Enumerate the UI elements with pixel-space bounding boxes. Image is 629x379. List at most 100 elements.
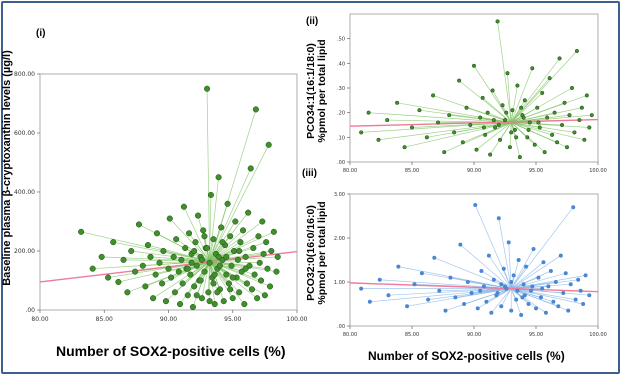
- spoke-line: [209, 241, 241, 262]
- panel-iii-ylabel-line2: %pmol per total lipid: [316, 201, 329, 305]
- spoke-line: [476, 122, 512, 150]
- data-point: [198, 295, 205, 302]
- spoke-line: [511, 270, 552, 289]
- data-point: [274, 253, 281, 260]
- data-point: [453, 295, 458, 300]
- y-tick-label: .10: [337, 135, 345, 141]
- spoke-line: [511, 255, 561, 289]
- data-point: [260, 250, 267, 257]
- data-point: [186, 230, 193, 237]
- data-point: [402, 145, 407, 150]
- data-point: [435, 120, 441, 125]
- data-point: [426, 297, 431, 302]
- data-point: [551, 299, 556, 304]
- data-point: [201, 233, 208, 240]
- data-point: [247, 165, 254, 172]
- y-tick-label: .50: [337, 37, 345, 43]
- panel-i-ylabel: Baseline plasma β-cryptoxanthin levels (…: [1, 50, 13, 286]
- data-point: [479, 269, 484, 273]
- data-point: [432, 255, 437, 260]
- data-point: [488, 152, 493, 157]
- data-point: [120, 256, 127, 263]
- data-point: [520, 295, 525, 300]
- data-point: [564, 145, 570, 150]
- scatter-chart-iii: .00 1.00 2.00 3.00 80.00 85.00 90.00 95.00 100.0…: [334, 192, 607, 338]
- data-point: [395, 100, 400, 105]
- spoke-line: [209, 260, 246, 270]
- data-point: [574, 48, 579, 54]
- data-point: [489, 310, 494, 315]
- data-point: [115, 278, 122, 286]
- data-point: [448, 275, 453, 280]
- data-point: [515, 83, 520, 88]
- data-point: [268, 247, 275, 255]
- data-point: [239, 227, 247, 234]
- data-point: [245, 209, 252, 216]
- spoke-line: [209, 177, 219, 262]
- y-tick-label: 800.00: [14, 71, 35, 78]
- data-point: [536, 120, 541, 125]
- panel-ii-ylabel-line2: %pmol per total lipid: [316, 39, 329, 143]
- data-point: [471, 63, 477, 68]
- data-point: [496, 216, 501, 221]
- spoke-line: [510, 92, 543, 123]
- data-point: [512, 127, 517, 132]
- data-point: [256, 259, 263, 266]
- data-point: [581, 302, 586, 306]
- data-point: [514, 297, 519, 302]
- spoke-line: [462, 122, 512, 143]
- data-point: [579, 105, 584, 110]
- data-point: [78, 228, 85, 235]
- data-point: [460, 140, 465, 145]
- data-point: [464, 105, 469, 110]
- data-point: [98, 253, 105, 260]
- x-tick-label: 90.00: [160, 316, 177, 323]
- spoke-line: [378, 122, 512, 141]
- data-point: [242, 253, 249, 260]
- data-point: [516, 258, 521, 262]
- data-point: [552, 110, 557, 115]
- data-point: [180, 203, 187, 210]
- data-point: [558, 253, 563, 258]
- data-point: [191, 283, 198, 290]
- panel-label-iii: (iii): [302, 168, 317, 179]
- data-point: [211, 301, 218, 308]
- spoke-line: [209, 168, 252, 262]
- data-point: [160, 247, 167, 255]
- data-point: [230, 247, 238, 255]
- data-point: [485, 110, 490, 115]
- data-point: [465, 280, 470, 284]
- data-point: [521, 115, 526, 120]
- data-point: [526, 127, 531, 132]
- data-point: [531, 247, 536, 251]
- data-point: [587, 293, 592, 298]
- fit-line: [349, 282, 599, 293]
- data-point: [576, 277, 581, 282]
- spoke-line: [195, 241, 210, 262]
- data-point: [105, 274, 112, 281]
- spoke-line: [439, 288, 512, 292]
- data-point: [250, 245, 257, 252]
- data-point: [563, 271, 568, 276]
- data-point: [519, 105, 524, 110]
- data-point: [385, 118, 390, 123]
- data-point: [254, 295, 261, 302]
- data-point: [179, 280, 186, 287]
- data-point: [443, 308, 448, 313]
- y-tick-label: 200.00: [14, 248, 35, 255]
- data-point: [259, 218, 266, 225]
- data-point: [405, 304, 410, 309]
- x-tick-label: 80.00: [343, 332, 357, 338]
- spoke-line: [488, 255, 512, 289]
- data-point: [417, 108, 422, 113]
- data-point: [128, 247, 135, 255]
- data-point: [543, 310, 548, 315]
- data-point: [229, 295, 236, 302]
- y-tick-label: 600.00: [14, 130, 35, 137]
- spoke-line: [510, 261, 544, 289]
- data-point: [191, 247, 198, 255]
- data-point: [473, 203, 478, 207]
- spoke-line: [510, 85, 518, 123]
- spoke-line: [460, 244, 512, 289]
- data-point: [572, 130, 577, 135]
